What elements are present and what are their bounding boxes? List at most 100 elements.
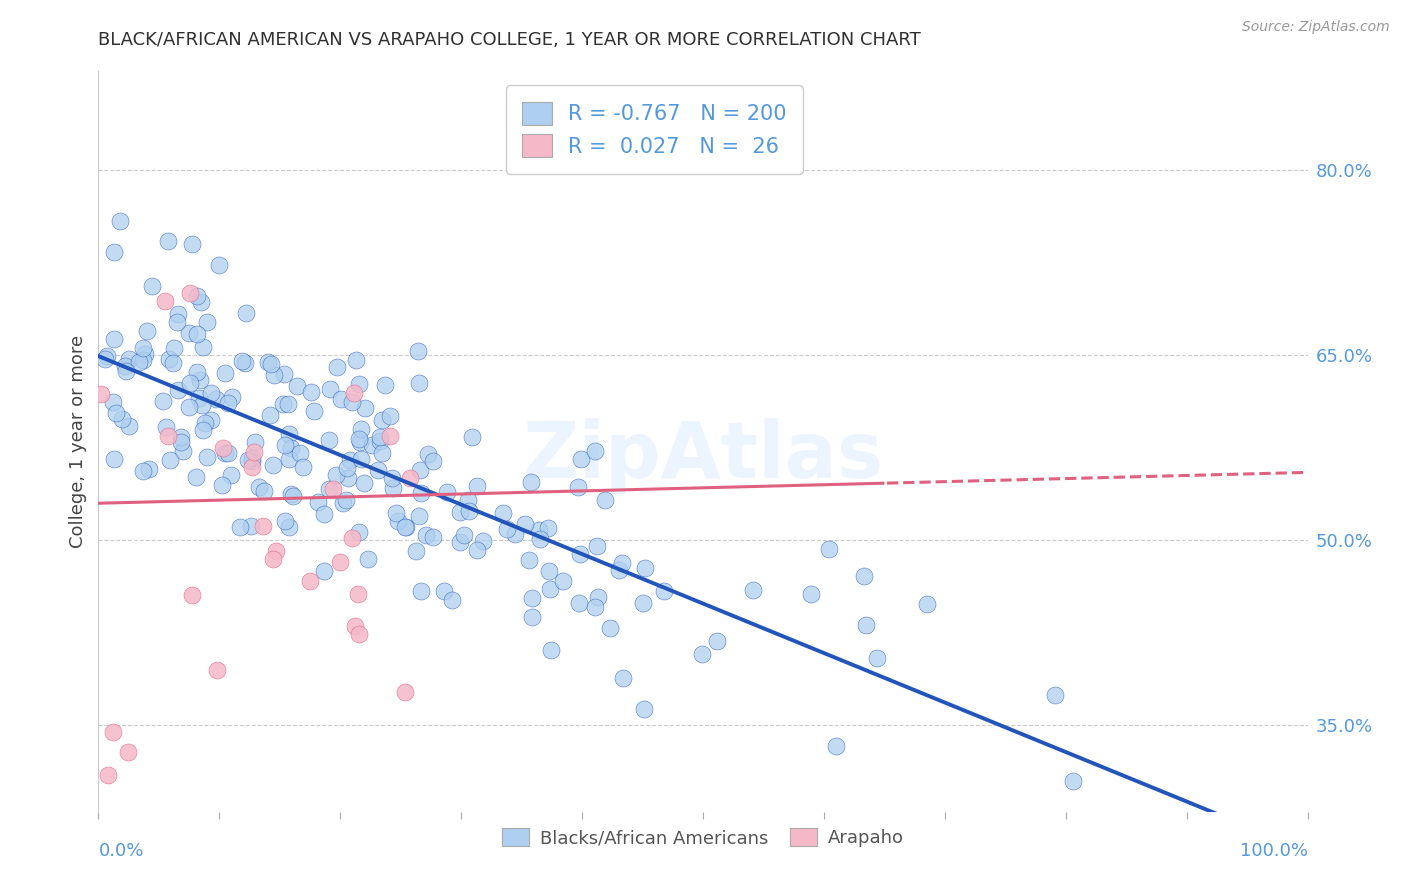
Point	[399, 471, 422, 485]
Point	[298, 574, 321, 589]
Point	[415, 528, 437, 542]
Point	[367, 463, 389, 477]
Point	[337, 471, 360, 485]
Point	[194, 416, 217, 430]
Point	[583, 443, 606, 458]
Point	[344, 353, 367, 368]
Point	[97, 767, 120, 781]
Point	[374, 378, 396, 392]
Point	[263, 368, 285, 383]
Point	[385, 506, 408, 520]
Point	[245, 434, 267, 449]
Point	[135, 324, 157, 338]
Point	[242, 444, 264, 458]
Point	[214, 446, 236, 460]
Point	[264, 544, 287, 558]
Text: Source: ZipAtlas.com: Source: ZipAtlas.com	[1241, 20, 1389, 34]
Point	[322, 482, 344, 496]
Point	[409, 462, 432, 476]
Legend: Blacks/African Americans, Arapaho: Blacks/African Americans, Arapaho	[495, 821, 911, 855]
Point	[537, 521, 560, 535]
Point	[915, 597, 938, 611]
Point	[257, 355, 280, 369]
Point	[159, 351, 181, 366]
Point	[314, 508, 336, 522]
Point	[465, 542, 488, 557]
Point	[188, 374, 211, 388]
Point	[200, 413, 222, 427]
Point	[128, 355, 150, 369]
Point	[395, 519, 418, 533]
Point	[522, 591, 544, 605]
Point	[280, 441, 302, 455]
Point	[465, 479, 488, 493]
Point	[405, 544, 427, 558]
Point	[259, 408, 281, 422]
Point	[191, 398, 214, 412]
Point	[633, 596, 655, 610]
Point	[335, 493, 357, 508]
Point	[186, 470, 208, 484]
Point	[538, 582, 561, 597]
Point	[186, 326, 208, 341]
Point	[318, 434, 340, 448]
Point	[186, 289, 208, 303]
Point	[458, 504, 481, 518]
Point	[236, 453, 259, 467]
Point	[162, 356, 184, 370]
Point	[540, 643, 562, 657]
Point	[449, 505, 471, 519]
Text: BLACK/AFRICAN AMERICAN VS ARAPAHO COLLEGE, 1 YEAR OR MORE CORRELATION CHART: BLACK/AFRICAN AMERICAN VS ARAPAHO COLLEG…	[98, 31, 921, 49]
Text: ZipAtlas: ZipAtlas	[523, 418, 883, 494]
Point	[181, 588, 204, 602]
Point	[537, 564, 560, 578]
Point	[190, 294, 212, 309]
Point	[96, 349, 118, 363]
Point	[457, 492, 479, 507]
Point	[200, 386, 222, 401]
Point	[260, 357, 283, 371]
Point	[422, 454, 444, 468]
Point	[340, 395, 363, 409]
Point	[336, 461, 359, 475]
Point	[329, 392, 352, 406]
Text: 0.0%: 0.0%	[98, 842, 143, 860]
Point	[231, 354, 253, 368]
Point	[271, 397, 294, 411]
Point	[277, 452, 299, 467]
Point	[93, 352, 115, 367]
Point	[380, 409, 402, 424]
Point	[262, 551, 284, 566]
Point	[233, 356, 256, 370]
Point	[114, 359, 136, 374]
Point	[262, 458, 284, 472]
Point	[191, 423, 214, 437]
Point	[252, 518, 274, 533]
Point	[343, 618, 366, 632]
Point	[329, 555, 352, 569]
Point	[280, 487, 302, 501]
Point	[211, 477, 233, 491]
Point	[567, 480, 589, 494]
Point	[153, 294, 176, 309]
Point	[609, 563, 631, 577]
Point	[240, 450, 263, 465]
Point	[103, 332, 125, 346]
Point	[191, 340, 214, 354]
Point	[101, 395, 124, 409]
Point	[409, 583, 432, 598]
Point	[103, 245, 125, 260]
Point	[593, 492, 616, 507]
Y-axis label: College, 1 year or more: College, 1 year or more	[69, 335, 87, 548]
Point	[195, 316, 218, 330]
Point	[652, 583, 675, 598]
Point	[853, 569, 876, 583]
Point	[347, 525, 370, 540]
Point	[281, 489, 304, 503]
Point	[610, 556, 633, 570]
Point	[179, 285, 201, 300]
Point	[318, 482, 340, 496]
Point	[408, 509, 430, 524]
Point	[1043, 688, 1066, 702]
Point	[529, 523, 551, 537]
